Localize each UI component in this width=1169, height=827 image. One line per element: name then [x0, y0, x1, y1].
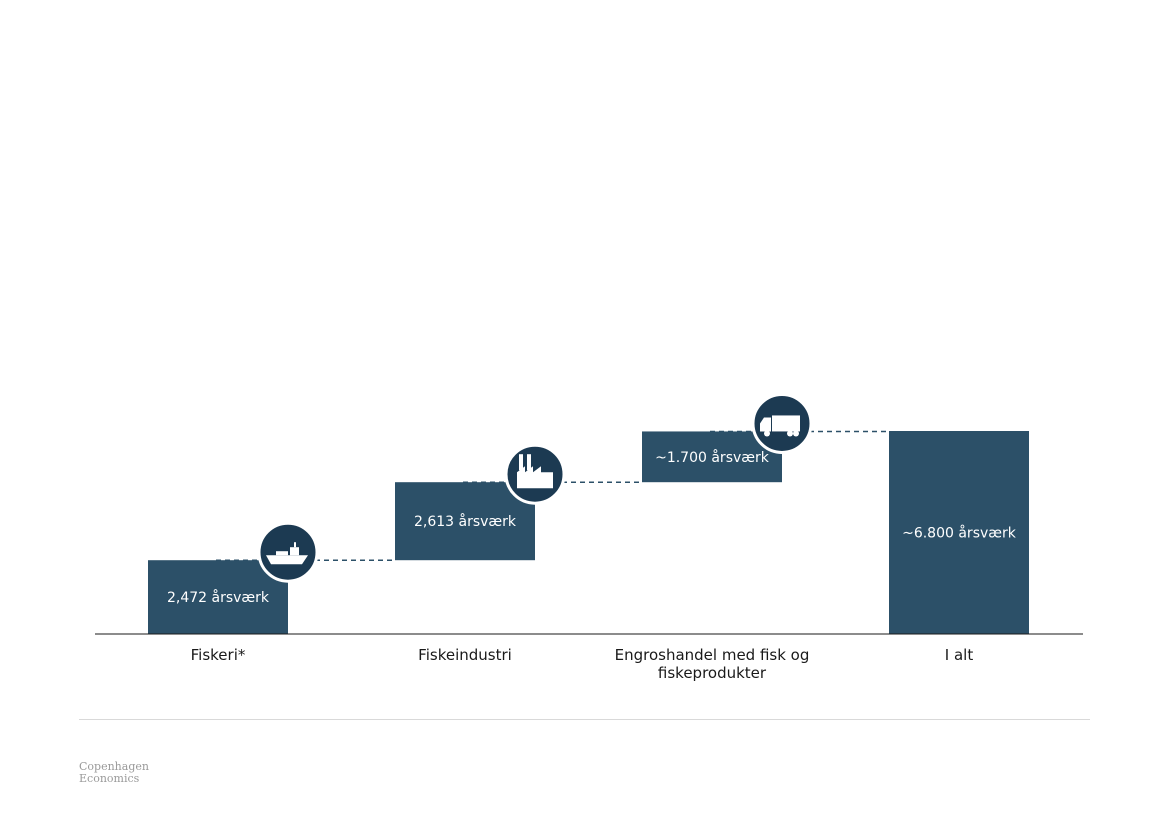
bars [148, 431, 1029, 634]
footer-divider [79, 719, 1090, 720]
data-label: 2,613 årsværk [414, 513, 517, 530]
data-labels: 2,472 årsværk 2,613 årsværk ~1.700 årsværk… [167, 449, 1017, 606]
data-label: ~6.800 årsværk [902, 525, 1017, 542]
factory-icon [504, 443, 566, 505]
step-icons [257, 392, 813, 583]
category-label: Fiskeri* [191, 646, 246, 664]
truck-icon [751, 392, 813, 454]
bar-2 [395, 482, 535, 561]
category-labels: Fiskeri* Fiskeindustri Engroshandel med fi… [191, 646, 974, 682]
category-label: Fiskeindustri [418, 646, 512, 664]
data-label: 2,472 årsværk [167, 589, 270, 606]
brand-line-2: Economics [79, 772, 140, 785]
category-label: I alt [945, 646, 974, 664]
brand-logo: Copenhagen Economics [79, 761, 149, 785]
bar-4 [889, 431, 1029, 634]
data-label: ~1.700 årsværk [655, 449, 770, 466]
ship-icon [257, 521, 319, 583]
bar-1 [148, 560, 288, 634]
category-label: Engroshandel med fisk og fiskeprodukter [615, 646, 810, 682]
brand-line-1: Copenhagen [79, 760, 149, 773]
